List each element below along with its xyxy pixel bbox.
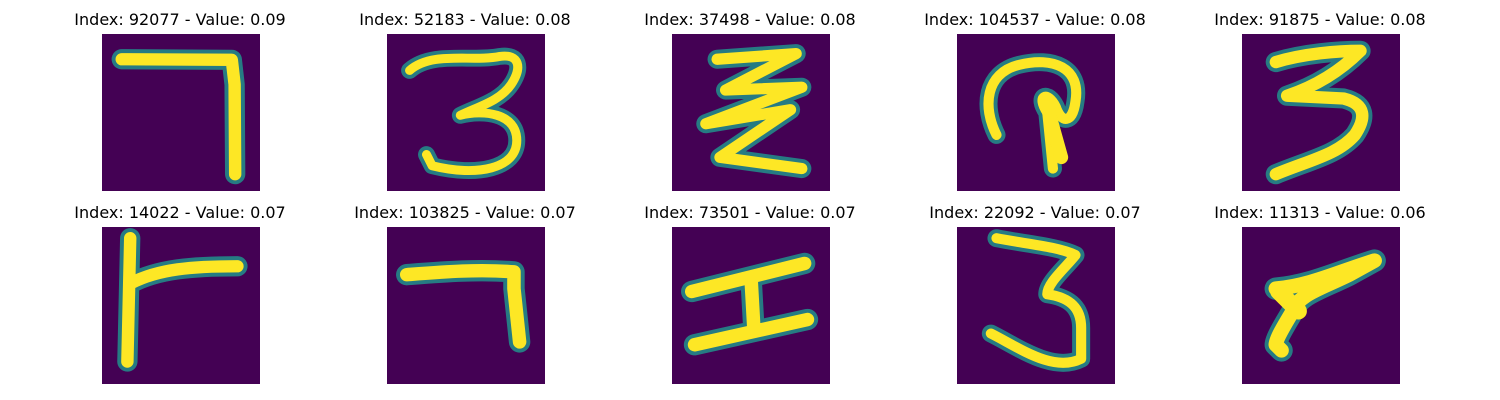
panel-title: Index: 91875 - Value: 0.08 — [1214, 10, 1426, 29]
digit-image-seven — [102, 34, 260, 191]
panel-3: Index: 37498 - Value: 0.08 — [615, 10, 885, 191]
digit-image-three — [387, 34, 545, 191]
panel-title: Index: 14022 - Value: 0.07 — [74, 203, 286, 222]
digit-image-zigzag — [672, 34, 830, 191]
digit-image-seven — [387, 227, 545, 384]
panel-7: Index: 103825 - Value: 0.07 — [330, 203, 600, 384]
panel-title: Index: 22092 - Value: 0.07 — [929, 203, 1141, 222]
panel-title: Index: 37498 - Value: 0.08 — [644, 10, 856, 29]
digit-image-hook — [957, 34, 1115, 191]
panel-title: Index: 92077 - Value: 0.09 — [74, 10, 286, 29]
panel-title: Index: 103825 - Value: 0.07 — [354, 203, 576, 222]
panel-8: Index: 73501 - Value: 0.07 — [615, 203, 885, 384]
digit-image-i — [672, 227, 830, 384]
panel-4: Index: 104537 - Value: 0.08 — [900, 10, 1170, 191]
digit-image-three — [957, 227, 1115, 384]
panel-10: Index: 11313 - Value: 0.06 — [1185, 203, 1455, 384]
panel-6: Index: 14022 - Value: 0.07 — [45, 203, 315, 384]
digit-image-seven — [102, 227, 260, 384]
panel-title: Index: 73501 - Value: 0.07 — [644, 203, 856, 222]
panel-9: Index: 22092 - Value: 0.07 — [900, 203, 1170, 384]
digit-image-seven — [1242, 227, 1400, 384]
panel-2: Index: 52183 - Value: 0.08 — [330, 10, 600, 191]
panel-title: Index: 104537 - Value: 0.08 — [924, 10, 1146, 29]
panel-1: Index: 92077 - Value: 0.09 — [45, 10, 315, 191]
digit-image-three — [1242, 34, 1400, 191]
panel-title: Index: 52183 - Value: 0.08 — [359, 10, 571, 29]
panel-title: Index: 11313 - Value: 0.06 — [1214, 203, 1426, 222]
panel-5: Index: 91875 - Value: 0.08 — [1185, 10, 1455, 191]
